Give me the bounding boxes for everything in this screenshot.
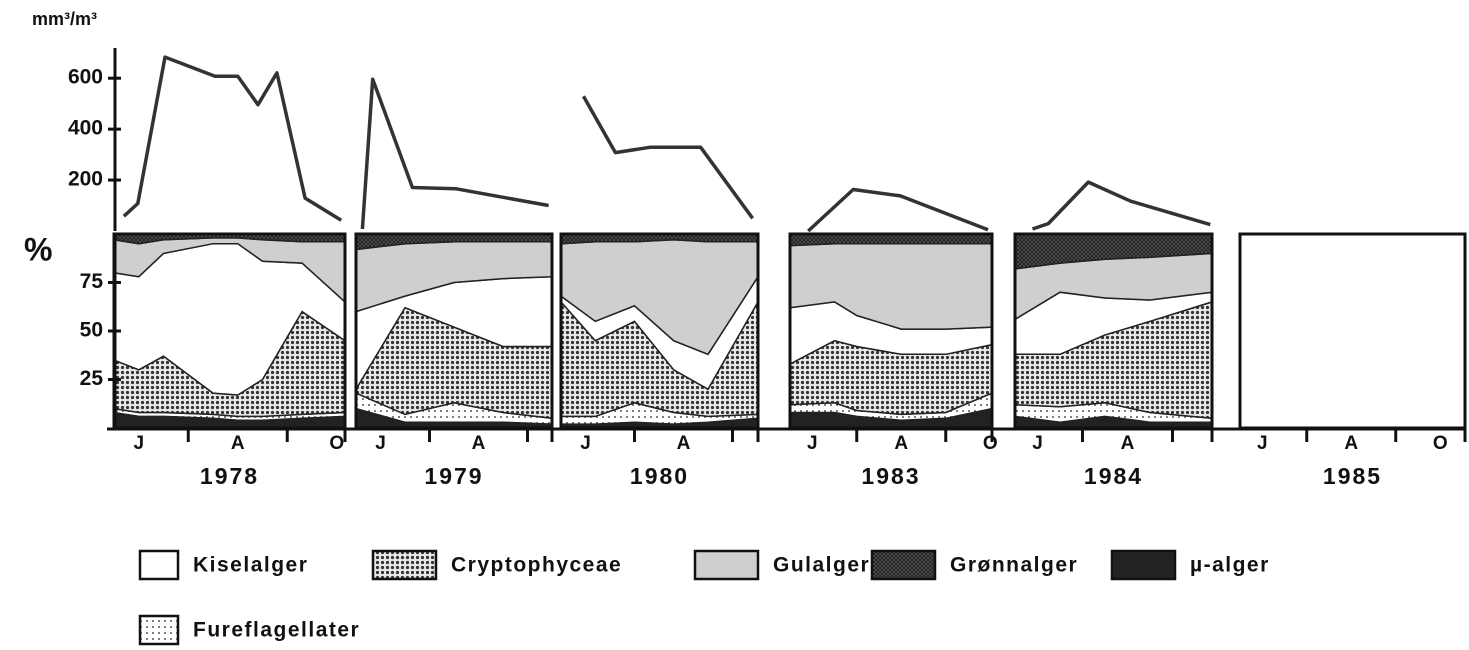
line <box>581 95 755 220</box>
line <box>122 55 343 222</box>
x-tick-label: O <box>1433 433 1448 454</box>
legend-swatch <box>870 549 937 581</box>
x-tick-label: J <box>1032 433 1043 454</box>
x-tick-label: A <box>231 433 245 454</box>
x-tick-label: J <box>133 433 144 454</box>
y-tick-label: 400 <box>68 117 103 140</box>
line <box>807 187 989 233</box>
x-tick-label: O <box>329 433 344 454</box>
x-tick-label: J <box>580 433 591 454</box>
year-label: 1978 <box>200 463 259 489</box>
legend-swatch <box>138 549 180 581</box>
x-tick-label: A <box>894 433 908 454</box>
year-label: 1980 <box>630 463 689 489</box>
area <box>789 233 993 247</box>
legend-swatch <box>693 549 760 581</box>
legend-swatch <box>1110 549 1177 581</box>
legend-swatch <box>138 614 180 646</box>
x-tick-label: J <box>807 433 818 454</box>
line <box>1031 180 1211 231</box>
x-tick-label: A <box>1121 433 1135 454</box>
legend-label: Fureflagellater <box>193 619 360 642</box>
y-tick-label: 600 <box>68 66 103 89</box>
legend-label: Kiselalger <box>193 554 308 577</box>
panel-background <box>1240 234 1465 428</box>
y-tick-label: 25 <box>80 367 104 390</box>
year-label: 1985 <box>1323 463 1382 489</box>
year-label: 1984 <box>1084 463 1143 489</box>
y-axis-label: mm³/m³ <box>32 9 97 29</box>
y-tick-label: 75 <box>80 270 104 293</box>
legend-label: Cryptophyceae <box>451 554 622 577</box>
x-tick-label: J <box>375 433 386 454</box>
y-axis-label: % <box>24 231 52 267</box>
legend-label: Gulalger <box>773 554 870 577</box>
line <box>360 77 549 230</box>
x-tick-label: J <box>1257 433 1268 454</box>
y-tick-label: 200 <box>68 168 103 191</box>
x-tick-label: O <box>983 433 998 454</box>
year-label: 1979 <box>424 463 483 489</box>
x-tick-label: A <box>677 433 691 454</box>
legend-label: Grønnalger <box>950 554 1078 577</box>
legend-label: µ-alger <box>1190 554 1270 577</box>
y-tick-label: 50 <box>80 319 103 342</box>
x-tick-label: A <box>472 433 486 454</box>
legend-swatch <box>371 549 438 581</box>
year-label: 1983 <box>861 463 920 489</box>
x-tick-label: A <box>1344 433 1358 454</box>
